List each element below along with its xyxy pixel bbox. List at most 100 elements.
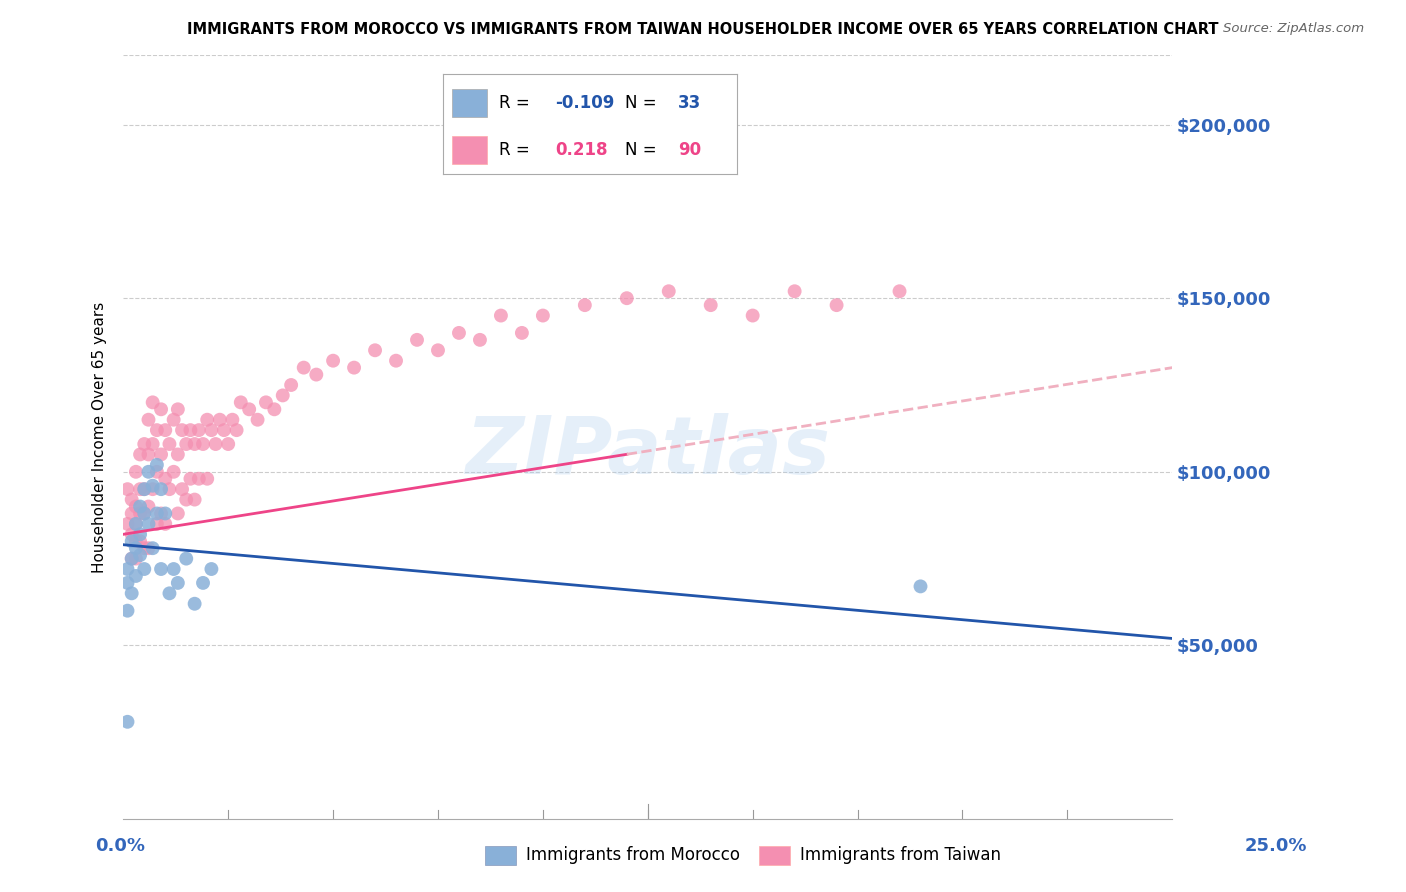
Point — [166, 402, 188, 417]
Point — [121, 527, 143, 541]
Point — [134, 482, 156, 496]
Point — [406, 333, 429, 347]
Point — [447, 326, 470, 340]
Point — [125, 534, 148, 549]
Point — [385, 353, 408, 368]
Point — [159, 586, 181, 600]
Point — [187, 423, 209, 437]
Point — [741, 309, 763, 323]
Point — [117, 516, 139, 531]
Point — [129, 500, 152, 514]
Point — [150, 507, 173, 521]
Point — [142, 437, 165, 451]
Point — [138, 465, 160, 479]
Point — [468, 333, 491, 347]
Point — [138, 516, 160, 531]
Point — [225, 423, 247, 437]
Point — [125, 569, 148, 583]
Point — [146, 423, 169, 437]
Point — [121, 492, 143, 507]
Point — [280, 378, 302, 392]
Point — [208, 413, 231, 427]
Point — [142, 482, 165, 496]
Point — [825, 298, 848, 312]
Point — [150, 402, 173, 417]
Point — [125, 500, 148, 514]
Point — [125, 516, 148, 531]
Point — [910, 579, 932, 593]
Point — [783, 285, 806, 299]
Point — [138, 541, 160, 556]
Point — [183, 597, 205, 611]
Point — [183, 437, 205, 451]
Point — [263, 402, 285, 417]
Point — [146, 507, 169, 521]
Point — [129, 527, 152, 541]
Point — [699, 298, 721, 312]
Point — [121, 507, 143, 521]
Point — [322, 353, 344, 368]
Point — [204, 437, 226, 451]
Point — [200, 423, 222, 437]
Point — [142, 541, 165, 556]
Point — [163, 465, 186, 479]
Point — [159, 482, 181, 496]
Point — [146, 465, 169, 479]
Text: 0.0%: 0.0% — [96, 837, 146, 855]
Point — [221, 413, 243, 427]
Point — [531, 309, 554, 323]
Point — [195, 472, 218, 486]
Point — [150, 562, 173, 576]
Point — [489, 309, 512, 323]
Point — [343, 360, 366, 375]
Point — [155, 423, 177, 437]
Point — [117, 575, 139, 590]
Text: Immigrants from Taiwan: Immigrants from Taiwan — [800, 847, 1001, 864]
Point — [117, 604, 139, 618]
Point — [138, 500, 160, 514]
Point — [191, 437, 214, 451]
Point — [155, 507, 177, 521]
Text: Immigrants from Morocco: Immigrants from Morocco — [526, 847, 740, 864]
Point — [129, 482, 152, 496]
Point — [574, 298, 596, 312]
Y-axis label: Householder Income Over 65 years: Householder Income Over 65 years — [93, 301, 107, 573]
Point — [200, 562, 222, 576]
Point — [121, 586, 143, 600]
Point — [427, 343, 450, 358]
Point — [163, 562, 186, 576]
Point — [163, 413, 186, 427]
Point — [129, 548, 152, 562]
Point — [150, 447, 173, 461]
Point — [134, 437, 156, 451]
Point — [121, 534, 143, 549]
Point — [658, 285, 681, 299]
Point — [117, 482, 139, 496]
Point — [166, 447, 188, 461]
Point — [121, 551, 143, 566]
Point — [292, 360, 315, 375]
Point — [364, 343, 387, 358]
Point — [616, 291, 638, 305]
Point — [889, 285, 911, 299]
Point — [155, 516, 177, 531]
Text: IMMIGRANTS FROM MOROCCO VS IMMIGRANTS FROM TAIWAN HOUSEHOLDER INCOME OVER 65 YEA: IMMIGRANTS FROM MOROCCO VS IMMIGRANTS FR… — [187, 22, 1219, 37]
Point — [134, 482, 156, 496]
Point — [150, 482, 173, 496]
Point — [174, 492, 197, 507]
Point — [170, 423, 193, 437]
Point — [134, 562, 156, 576]
Point — [121, 551, 143, 566]
Point — [179, 472, 201, 486]
Point — [166, 575, 188, 590]
Point — [170, 482, 193, 496]
Point — [134, 507, 156, 521]
Point — [134, 507, 156, 521]
Text: ZIPatlas: ZIPatlas — [465, 413, 831, 491]
Point — [138, 447, 160, 461]
Point — [271, 388, 294, 402]
Point — [146, 458, 169, 472]
Point — [510, 326, 533, 340]
Point — [217, 437, 239, 451]
Point — [183, 492, 205, 507]
